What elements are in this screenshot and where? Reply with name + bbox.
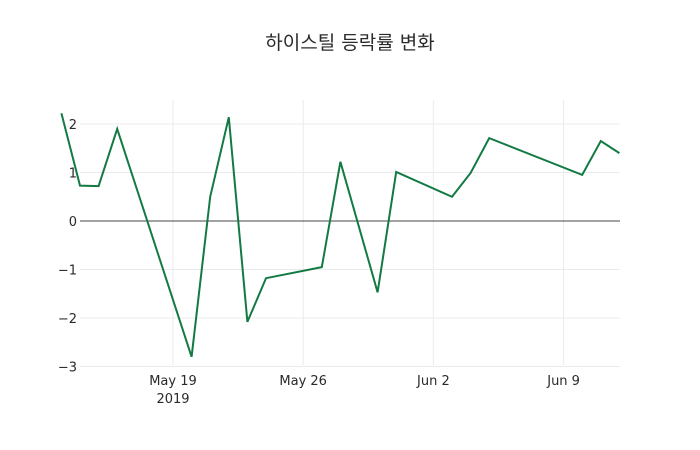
x-tick-label: Jun 9 [546, 374, 580, 389]
chart-title: 하이스틸 등락률 변화 [265, 32, 435, 54]
y-tick-label: −3 [58, 361, 77, 376]
y-tick-label: −1 [58, 264, 77, 279]
y-tick-label: 2 [69, 118, 77, 133]
x-tick-label: May 19 [149, 374, 197, 389]
series-line [60, 113, 620, 358]
x-tick-label: Jun 2 [416, 374, 450, 389]
x-tick-year: 2019 [156, 392, 189, 407]
y-tick-label: 1 [69, 167, 77, 182]
y-tick-label: 0 [69, 215, 77, 230]
y-tick-label: −2 [58, 312, 77, 327]
x-tick-label: May 26 [279, 374, 327, 389]
